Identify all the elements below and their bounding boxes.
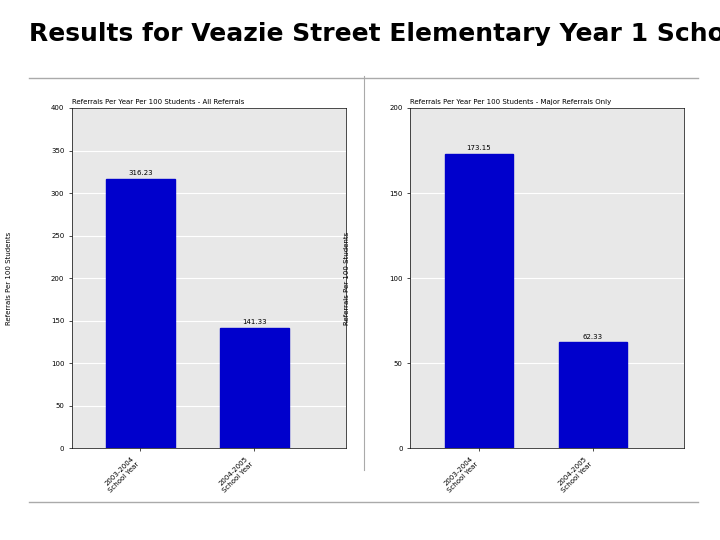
Text: 62.33: 62.33 (582, 334, 603, 340)
Text: Referrals Per Year Per 100 Students - Major Referrals Only: Referrals Per Year Per 100 Students - Ma… (410, 99, 612, 105)
Bar (220, 328, 289, 448)
Text: 316.23: 316.23 (128, 170, 153, 176)
Bar (444, 154, 513, 448)
Y-axis label: Referrals Per 100 Students: Referrals Per 100 Students (6, 232, 12, 325)
Text: 173.15: 173.15 (467, 145, 491, 151)
Text: Results for Veazie Street Elementary Year 1 School: Results for Veazie Street Elementary Yea… (29, 22, 720, 45)
Bar (559, 342, 627, 448)
Text: Referrals Per Year Per 100 Students - All Referrals: Referrals Per Year Per 100 Students - Al… (72, 99, 244, 105)
Text: 141.33: 141.33 (242, 319, 266, 325)
Y-axis label: Referrals Per 100 Students: Referrals Per 100 Students (344, 232, 350, 325)
Bar (107, 179, 174, 448)
